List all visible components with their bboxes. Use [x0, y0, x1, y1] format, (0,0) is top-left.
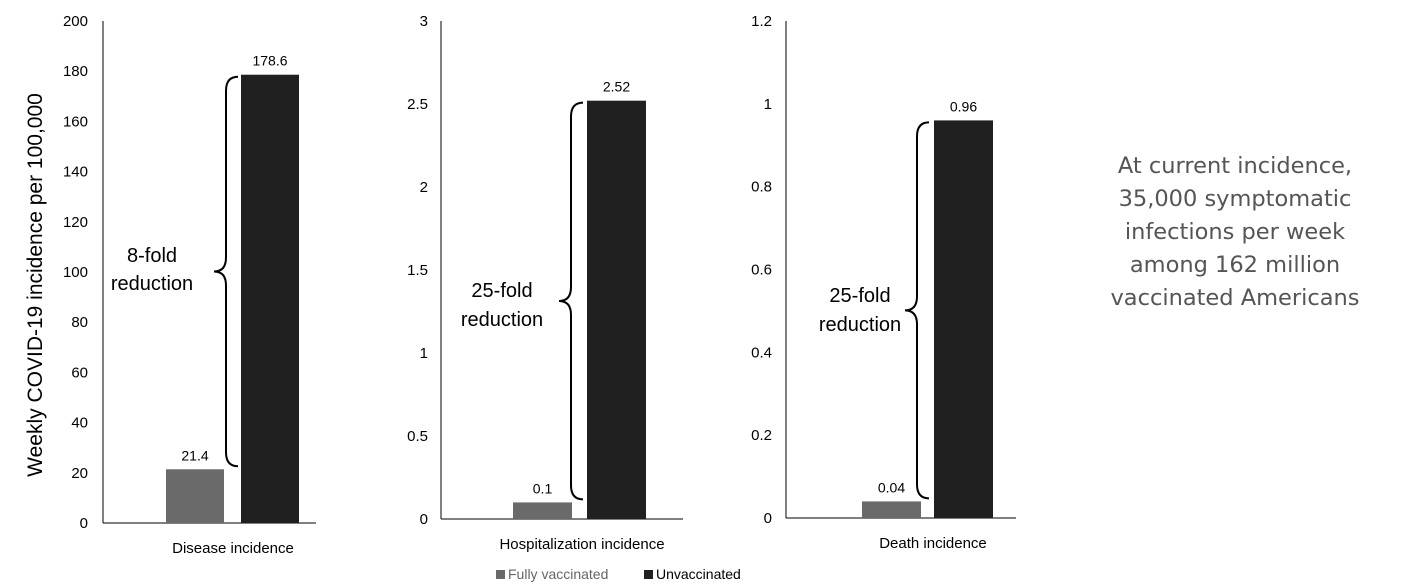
- callout-line-3: infections per week: [1124, 219, 1346, 245]
- chart1-y-tick-label: 160: [63, 113, 88, 130]
- callout-line-1: At current incidence,: [1117, 153, 1353, 179]
- chart3-y-tick-label: 1.2: [751, 13, 772, 30]
- chart1-y-tick-label: 80: [71, 314, 88, 331]
- chart2-y-tick-label: 0.5: [407, 428, 428, 445]
- callout-text: At current incidence, 35,000 symptomatic…: [1075, 150, 1395, 315]
- y-axis-title: Weekly COVID-19 incidence per 100,000: [24, 93, 47, 477]
- chart2-bar-unvaccinated: [587, 100, 646, 520]
- chart1-y-tick-label: 20: [71, 465, 88, 482]
- chart1-category-label: Disease incidence: [172, 540, 294, 557]
- legend-swatch-unvaccinated: [644, 570, 653, 579]
- chart3-y-tick-label: 0.2: [751, 427, 772, 444]
- chart1-data-label-fully-vaccinated: 21.4: [181, 447, 208, 463]
- chart3-annotation-line-1: 25-fold: [829, 285, 890, 307]
- chart1-annotation-line-1: 8-fold: [127, 245, 177, 267]
- chart1-y-tick-label: 140: [63, 164, 88, 181]
- chart3-y-tick-label: 1: [764, 96, 772, 113]
- chart2-brace: [558, 101, 584, 501]
- chart3-y-tick-label: 0.8: [751, 179, 772, 196]
- callout-line-5: vaccinated Americans: [1110, 285, 1360, 311]
- chart3-y-tick-label: 0.4: [751, 344, 772, 361]
- chart3-data-label-fully-vaccinated: 0.04: [878, 479, 905, 495]
- chart1-y-tick-label: 180: [63, 63, 88, 80]
- chart1-y-tick-label: 100: [63, 264, 88, 281]
- chart3-data-label-unvaccinated: 0.96: [950, 98, 977, 114]
- chart3-bar-fully-vaccinated: [862, 501, 921, 518]
- chart3-category-label: Death incidence: [879, 535, 987, 552]
- callout-line-2: 35,000 symptomatic: [1118, 186, 1352, 212]
- chart2-annotation-line-1: 25-fold: [471, 280, 532, 302]
- chart2-y-tick-label: 2: [420, 179, 428, 196]
- chart1-data-label-unvaccinated: 178.6: [252, 53, 287, 69]
- chart2-y-tick-label: 1: [420, 345, 428, 362]
- chart1-y-tick-label: 120: [63, 214, 88, 231]
- chart3-brace: [904, 121, 930, 500]
- chart3-annotation-line-2: reduction: [819, 314, 901, 336]
- chart1-bar-unvaccinated: [241, 74, 299, 524]
- chart2-annotation-line-2: reduction: [461, 309, 543, 331]
- chart2-y-tick-label: 3: [420, 13, 428, 30]
- chart1-annotation-line-2: reduction: [111, 273, 193, 295]
- chart1-bar-fully-vaccinated: [166, 469, 224, 523]
- chart1-y-tick-label: 60: [71, 364, 88, 381]
- chart2-data-label-unvaccinated: 2.52: [603, 79, 630, 95]
- chart1-y-tick-label: 40: [71, 415, 88, 432]
- chart1-y-tick-label: 200: [63, 13, 88, 30]
- chart1-y-tick-label: 0: [80, 515, 88, 532]
- callout-line-4: among 162 million: [1129, 252, 1341, 278]
- legend-label-fully-vaccinated: Fully vaccinated: [508, 566, 608, 582]
- chart3-bar-unvaccinated: [934, 120, 993, 519]
- chart3-y-tick-label: 0: [764, 510, 772, 527]
- chart2-data-label-fully-vaccinated: 0.1: [533, 480, 553, 496]
- chart2-y-tick-label: 1.5: [407, 262, 428, 279]
- chart2-bar-fully-vaccinated: [513, 502, 572, 519]
- chart3-y-tick-label: 0.6: [751, 262, 772, 279]
- chart2-category-label: Hospitalization incidence: [499, 536, 664, 553]
- chart2-y-tick-label: 2.5: [407, 96, 428, 113]
- legend-label-unvaccinated: Unvaccinated: [656, 566, 741, 582]
- chart1-brace: [213, 75, 239, 468]
- legend-swatch-fully-vaccinated: [496, 570, 505, 579]
- chart2-y-tick-label: 0: [420, 511, 428, 528]
